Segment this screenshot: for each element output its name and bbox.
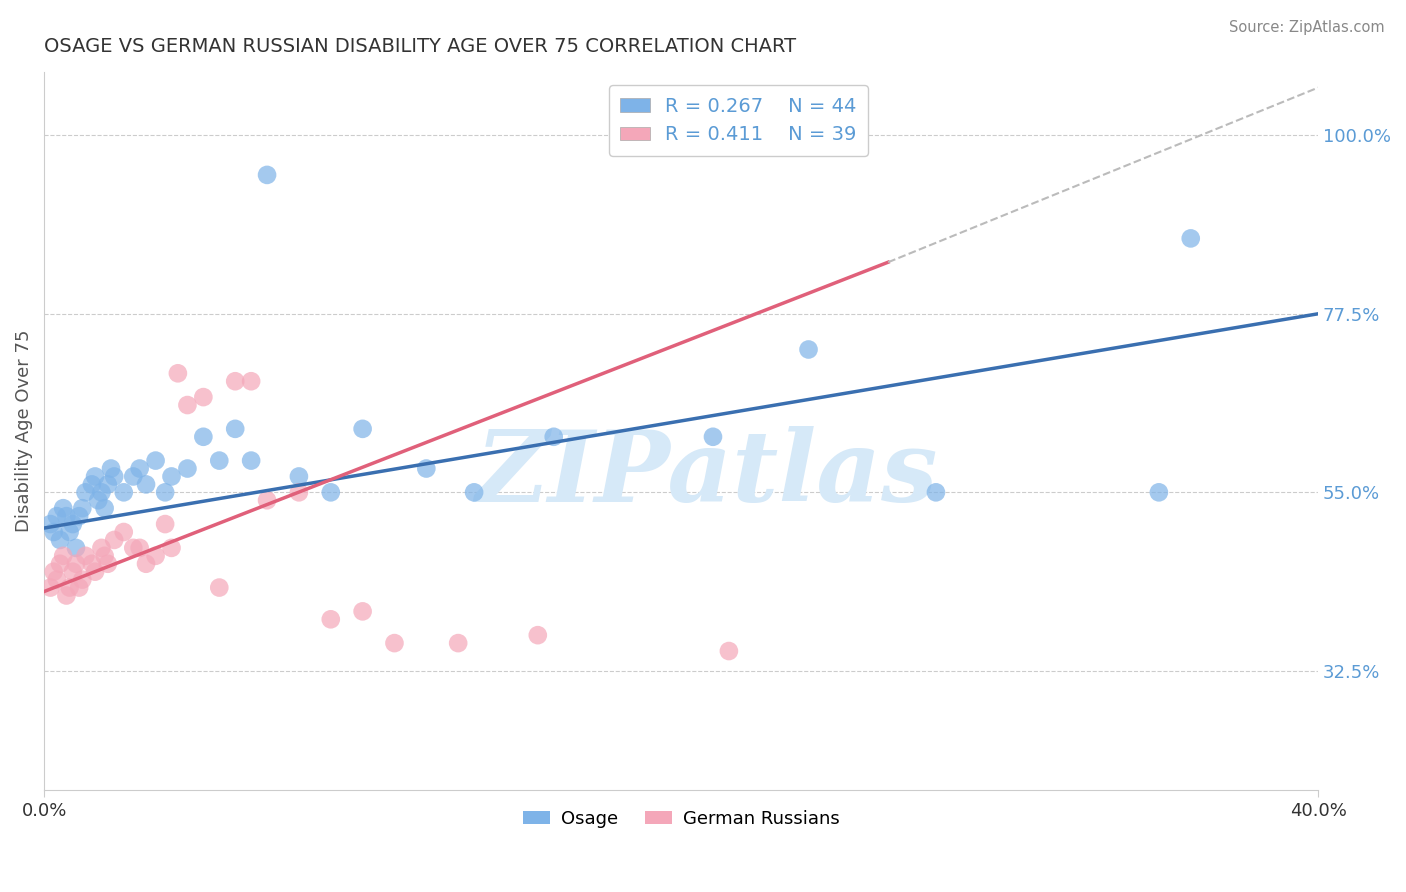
Point xyxy=(84,565,107,579)
Point xyxy=(90,485,112,500)
Point xyxy=(256,493,278,508)
Point xyxy=(319,485,342,500)
Point xyxy=(67,509,90,524)
Point xyxy=(75,485,97,500)
Legend: Osage, German Russians: Osage, German Russians xyxy=(516,802,846,835)
Point xyxy=(352,604,374,618)
Point xyxy=(72,573,94,587)
Point xyxy=(58,581,80,595)
Point xyxy=(122,469,145,483)
Point xyxy=(153,485,176,500)
Point xyxy=(135,557,157,571)
Point xyxy=(925,485,948,500)
Point xyxy=(717,644,740,658)
Point xyxy=(75,549,97,563)
Point xyxy=(176,461,198,475)
Point xyxy=(100,461,122,475)
Point xyxy=(122,541,145,555)
Point xyxy=(39,581,62,595)
Point xyxy=(1147,485,1170,500)
Text: Source: ZipAtlas.com: Source: ZipAtlas.com xyxy=(1229,20,1385,35)
Point xyxy=(80,557,103,571)
Point xyxy=(208,581,231,595)
Point xyxy=(288,469,311,483)
Point xyxy=(527,628,550,642)
Point xyxy=(52,549,75,563)
Point xyxy=(145,549,167,563)
Point xyxy=(55,509,77,524)
Point xyxy=(42,565,65,579)
Point xyxy=(42,524,65,539)
Point xyxy=(224,422,246,436)
Point xyxy=(45,573,67,587)
Point xyxy=(543,430,565,444)
Point xyxy=(167,366,190,380)
Point xyxy=(112,524,135,539)
Point xyxy=(352,422,374,436)
Point xyxy=(67,581,90,595)
Point xyxy=(128,461,150,475)
Point xyxy=(93,501,115,516)
Point xyxy=(103,533,125,547)
Point xyxy=(176,398,198,412)
Point xyxy=(58,524,80,539)
Point xyxy=(702,430,724,444)
Point xyxy=(224,374,246,388)
Point xyxy=(288,485,311,500)
Point xyxy=(55,589,77,603)
Point xyxy=(80,477,103,491)
Point xyxy=(415,461,437,475)
Y-axis label: Disability Age Over 75: Disability Age Over 75 xyxy=(15,329,32,533)
Point xyxy=(103,469,125,483)
Point xyxy=(160,469,183,483)
Point xyxy=(240,453,263,467)
Point xyxy=(160,541,183,555)
Point xyxy=(447,636,470,650)
Point xyxy=(62,565,84,579)
Point xyxy=(112,485,135,500)
Point xyxy=(128,541,150,555)
Point xyxy=(97,557,120,571)
Point xyxy=(49,533,72,547)
Point xyxy=(90,541,112,555)
Point xyxy=(62,517,84,532)
Point xyxy=(193,430,215,444)
Point xyxy=(384,636,406,650)
Point xyxy=(145,453,167,467)
Text: OSAGE VS GERMAN RUSSIAN DISABILITY AGE OVER 75 CORRELATION CHART: OSAGE VS GERMAN RUSSIAN DISABILITY AGE O… xyxy=(44,37,796,56)
Point xyxy=(193,390,215,404)
Point xyxy=(87,493,110,508)
Point xyxy=(65,557,87,571)
Point xyxy=(797,343,820,357)
Point xyxy=(97,477,120,491)
Point xyxy=(240,374,263,388)
Point xyxy=(319,612,342,626)
Point xyxy=(49,557,72,571)
Point xyxy=(39,517,62,532)
Point xyxy=(153,517,176,532)
Text: ZIPatlas: ZIPatlas xyxy=(475,425,938,522)
Point xyxy=(256,168,278,182)
Point xyxy=(135,477,157,491)
Point xyxy=(45,509,67,524)
Point xyxy=(65,541,87,555)
Point xyxy=(93,549,115,563)
Point xyxy=(208,453,231,467)
Point xyxy=(72,501,94,516)
Point xyxy=(84,469,107,483)
Point xyxy=(1180,231,1202,245)
Point xyxy=(52,501,75,516)
Point xyxy=(463,485,485,500)
